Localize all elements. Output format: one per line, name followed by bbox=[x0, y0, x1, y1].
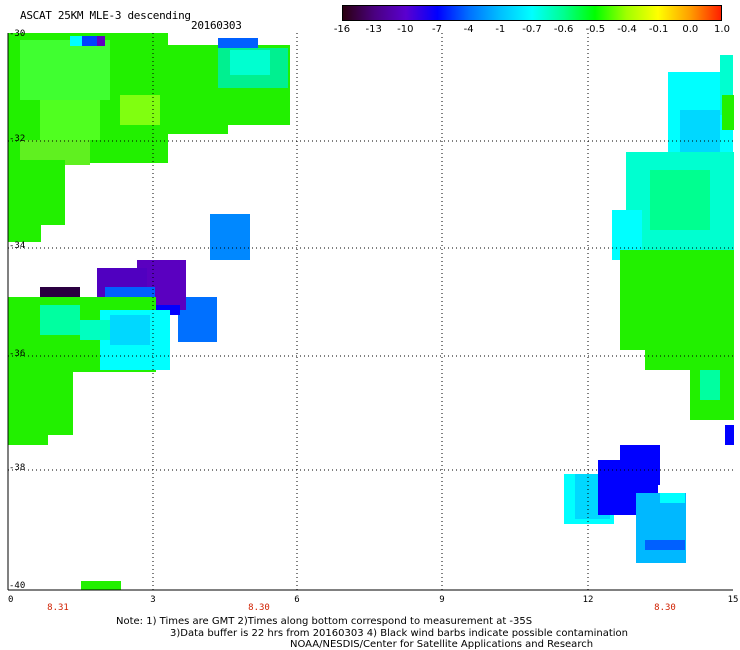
note-line-3: NOAA/NESDIS/Center for Satellite Applica… bbox=[290, 639, 594, 650]
lon-label: 9 bbox=[439, 595, 444, 605]
colorbar-label: -0.1 bbox=[648, 24, 669, 35]
lon-label: 6 bbox=[294, 595, 299, 605]
colorbar-label: -10 bbox=[397, 24, 414, 35]
colorbar-label: 1.0 bbox=[714, 24, 730, 35]
time-label: 8.30 bbox=[654, 603, 676, 613]
colorbar-label: -0.6 bbox=[553, 24, 574, 35]
colorbar-label: -7 bbox=[432, 24, 442, 35]
colorbar bbox=[342, 5, 722, 21]
map-date: 20160303 bbox=[191, 19, 242, 32]
data-patches bbox=[8, 33, 734, 590]
colorbar-label: -0.7 bbox=[522, 24, 542, 35]
lat-label: -32 bbox=[9, 134, 25, 144]
note-line-2: 3)Data buffer is 22 hrs from 20160303 4)… bbox=[170, 628, 628, 639]
lon-label: 12 bbox=[583, 595, 594, 605]
map-title: ASCAT 25KM MLE-3 descending bbox=[20, 9, 191, 22]
colorbar-label: -0.5 bbox=[585, 24, 606, 35]
lat-label: -36 bbox=[9, 349, 25, 359]
time-label: 8.31 bbox=[47, 603, 69, 613]
lat-label: -30 bbox=[9, 29, 25, 39]
colorbar-label: -4 bbox=[463, 24, 474, 35]
colorbar-label: 0.0 bbox=[682, 24, 699, 35]
colorbar-label: -16 bbox=[333, 24, 351, 35]
note-line-1: Note: 1) Times are GMT 2)Times along bot… bbox=[116, 616, 533, 627]
lat-label: -40 bbox=[9, 581, 25, 591]
time-label: 8.30 bbox=[248, 603, 270, 613]
map-grid bbox=[8, 33, 733, 590]
lat-label: -38 bbox=[9, 463, 25, 473]
colorbar-label: -13 bbox=[365, 24, 382, 35]
lon-label: 0 bbox=[8, 595, 13, 605]
colorbar-label: -1 bbox=[495, 24, 506, 35]
lon-label: 3 bbox=[150, 595, 155, 605]
lat-label: -34 bbox=[9, 241, 25, 251]
lon-label: 15 bbox=[728, 595, 739, 605]
colorbar-label: -0.4 bbox=[617, 24, 637, 35]
